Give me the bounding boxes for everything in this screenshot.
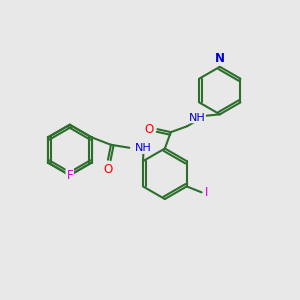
Text: N: N bbox=[215, 52, 225, 65]
Text: NH: NH bbox=[189, 113, 206, 123]
Text: O: O bbox=[145, 123, 154, 136]
Text: NH: NH bbox=[135, 143, 152, 153]
Text: F: F bbox=[66, 169, 73, 182]
Text: O: O bbox=[103, 163, 112, 176]
Text: I: I bbox=[205, 186, 208, 199]
Text: F: F bbox=[66, 169, 73, 182]
